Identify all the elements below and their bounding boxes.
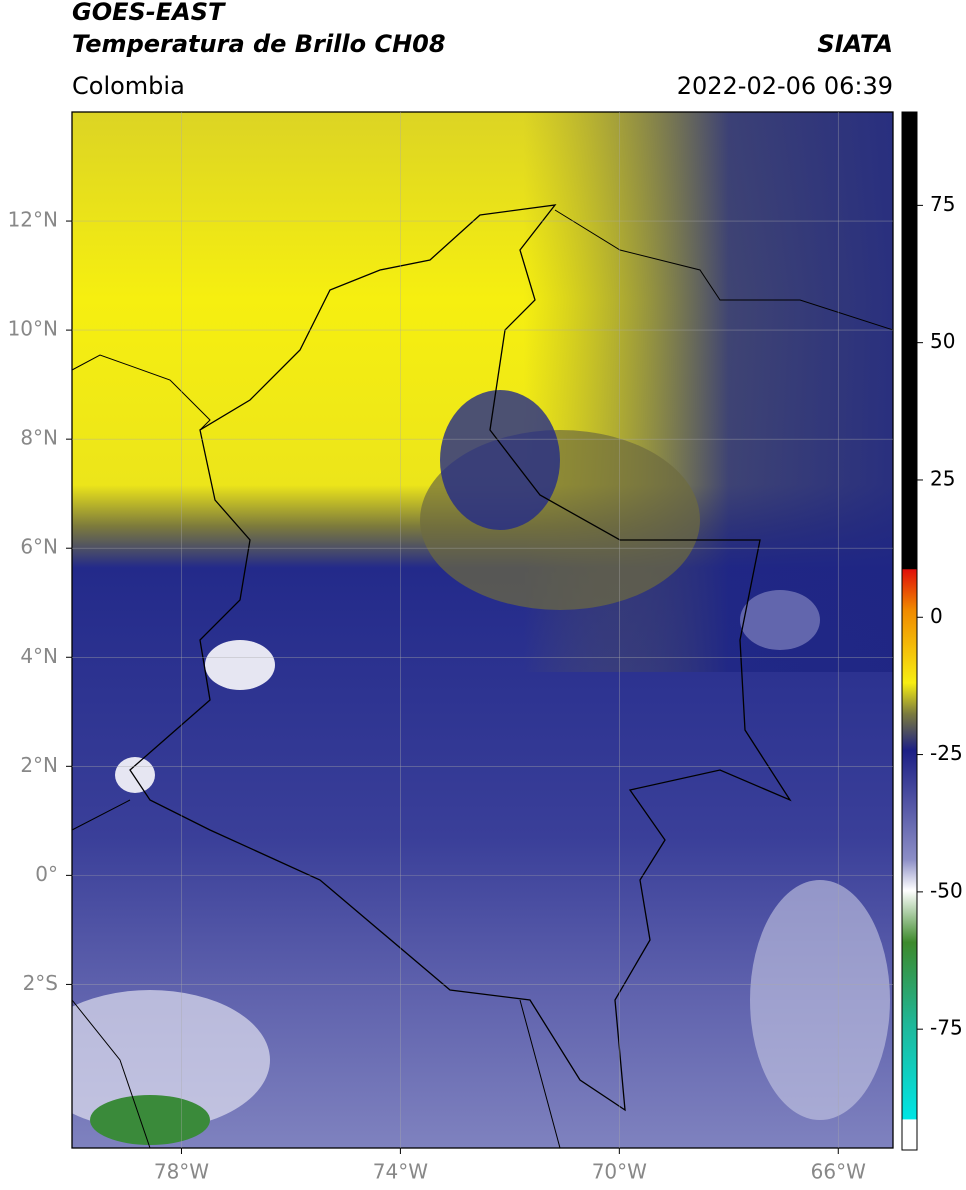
x-tick-label: 66°W — [811, 1160, 866, 1184]
colorbar — [901, 111, 918, 1151]
coastline — [71, 209, 894, 1149]
colorbar-tick-label: 75 — [930, 192, 955, 216]
satellite-image — [72, 112, 893, 1148]
x-tick-label: 70°W — [592, 1160, 647, 1184]
datetime: 2022-02-06 06:39 — [677, 72, 893, 100]
colorbar-tick-label: 0 — [930, 604, 943, 628]
colorbar-tick-label: -50 — [930, 878, 963, 902]
country-border — [129, 204, 792, 1112]
y-tick-label: 12°N — [8, 208, 58, 232]
x-tick-label: 78°W — [154, 1160, 209, 1184]
axes: 78°W 74°W 70°W 66°W 12°N 10°N 8°N 6°N 4°N 2°N 0° 2°… — [8, 112, 963, 1184]
title: GOES-EAST — [72, 0, 226, 26]
y-tick-label: 4°N — [20, 644, 58, 668]
y-tick-label: 10°N — [8, 317, 58, 341]
colorbar-tick-label: -25 — [930, 741, 963, 765]
colorbar-tick-label: 50 — [930, 329, 955, 353]
x-tick-label: 74°W — [373, 1160, 428, 1184]
region: Colombia — [72, 72, 185, 100]
y-tick-label: 6°N — [20, 535, 58, 559]
y-tick-label: 2°S — [23, 971, 58, 995]
map-frame — [71, 111, 894, 1149]
source: SIATA — [817, 30, 893, 58]
y-tick-label: 0° — [35, 862, 58, 886]
y-tick-label: 2°N — [20, 753, 58, 777]
y-tick-label: 8°N — [20, 426, 58, 450]
subtitle: Temperatura de Brillo CH08 — [72, 30, 446, 58]
colorbar-tick-label: 25 — [930, 466, 955, 490]
colorbar-tick-label: -75 — [930, 1016, 963, 1040]
